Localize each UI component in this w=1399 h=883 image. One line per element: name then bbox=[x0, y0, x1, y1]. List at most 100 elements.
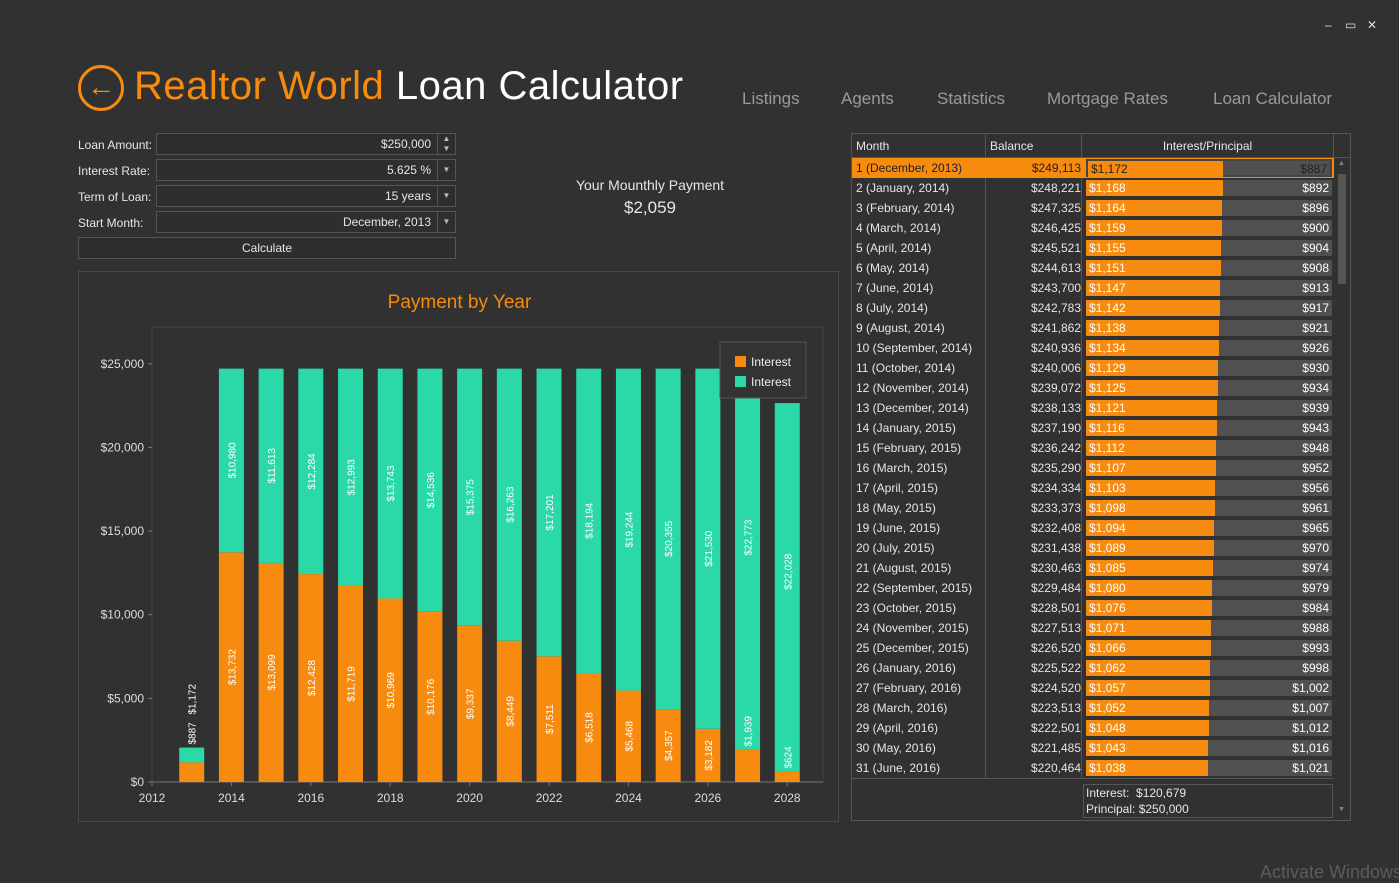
scrollbar-thumb[interactable] bbox=[1338, 174, 1346, 284]
table-row[interactable]: 31 (June, 2016) $220,464 $1,038 $1,021 bbox=[852, 758, 1334, 778]
principal-data-label: $15,375 bbox=[466, 479, 477, 516]
table-row[interactable]: 3 (February, 2014) $247,325 $1,164 $896 bbox=[852, 198, 1334, 218]
principal-cell: $904 bbox=[1302, 241, 1329, 255]
close-button[interactable]: ✕ bbox=[1367, 18, 1378, 32]
nav-loan-calculator[interactable]: Loan Calculator bbox=[1213, 89, 1333, 108]
scroll-down-icon[interactable]: ▼ bbox=[1338, 806, 1345, 813]
month-cell: 22 (September, 2015) bbox=[856, 581, 973, 595]
vertical-scrollbar[interactable]: ▲ ▼ bbox=[1334, 158, 1350, 820]
minimize-button[interactable]: – bbox=[1325, 18, 1332, 32]
chevron-down-icon[interactable]: ▼ bbox=[437, 160, 455, 180]
table-row[interactable]: 4 (March, 2014) $246,425 $1,159 $900 bbox=[852, 218, 1334, 238]
table-row[interactable]: 10 (September, 2014) $240,936 $1,134 $92… bbox=[852, 338, 1334, 358]
table-row[interactable]: 25 (December, 2015) $226,520 $1,066 $993 bbox=[852, 638, 1334, 658]
loan-amount-field[interactable]: $250,000 ▲ ▼ bbox=[156, 133, 456, 155]
interest-rate-field[interactable]: 5.625 % ▼ bbox=[156, 159, 456, 181]
principal-bar bbox=[576, 368, 602, 673]
table-row[interactable]: 13 (December, 2014) $238,133 $1,121 $939 bbox=[852, 398, 1334, 418]
interest-fill bbox=[1086, 720, 1209, 736]
interest-data-label: $7,511 bbox=[545, 704, 556, 734]
table-row[interactable]: 19 (June, 2015) $232,408 $1,094 $965 bbox=[852, 518, 1334, 538]
maximize-button[interactable]: ▭ bbox=[1345, 18, 1357, 32]
principal-bar bbox=[735, 368, 761, 750]
principal-data-label: $21,530 bbox=[704, 530, 715, 567]
table-row[interactable]: 15 (February, 2015) $236,242 $1,112 $948 bbox=[852, 438, 1334, 458]
principal-bar bbox=[615, 368, 641, 691]
interest-principal-bar: $1,071 $988 bbox=[1086, 620, 1332, 636]
balance-cell: $221,485 bbox=[1030, 741, 1081, 755]
interest-cell: $1,134 bbox=[1089, 341, 1126, 355]
y-tick-label: $15,000 bbox=[101, 524, 145, 538]
interest-principal-bar: $1,116 $943 bbox=[1086, 420, 1332, 436]
start-month-value[interactable]: December, 2013 bbox=[342, 215, 431, 229]
table-row[interactable]: 18 (May, 2015) $233,373 $1,098 $961 bbox=[852, 498, 1334, 518]
balance-cell: $230,463 bbox=[1030, 561, 1081, 575]
interest-cell: $1,138 bbox=[1089, 321, 1126, 335]
principal-cell: $948 bbox=[1302, 441, 1329, 455]
start-month-field[interactable]: December, 2013 ▼ bbox=[156, 211, 456, 233]
interest-cell: $1,116 bbox=[1089, 421, 1125, 435]
table-row[interactable]: 26 (January, 2016) $225,522 $1,062 $998 bbox=[852, 658, 1334, 678]
table-row[interactable]: 7 (June, 2014) $243,700 $1,147 $913 bbox=[852, 278, 1334, 298]
table-row[interactable]: 23 (October, 2015) $228,501 $1,076 $984 bbox=[852, 598, 1334, 618]
scroll-up-icon[interactable]: ▲ bbox=[1338, 160, 1345, 167]
interest-principal-bar: $1,066 $993 bbox=[1086, 640, 1332, 656]
principal-data-label: $20,355 bbox=[664, 520, 675, 557]
table-row[interactable]: 29 (April, 2016) $222,501 $1,048 $1,012 bbox=[852, 718, 1334, 738]
interest-bar bbox=[735, 749, 761, 782]
principal-bar bbox=[377, 368, 403, 599]
principal-cell: $930 bbox=[1302, 361, 1329, 375]
loan-amount-value[interactable]: $250,000 bbox=[380, 137, 431, 151]
table-row[interactable]: 1 (December, 2013) $249,113 $1,172 $887 bbox=[852, 158, 1334, 178]
table-row[interactable]: 12 (November, 2014) $239,072 $1,125 $934 bbox=[852, 378, 1334, 398]
table-row[interactable]: 9 (August, 2014) $241,862 $1,138 $921 bbox=[852, 318, 1334, 338]
table-row[interactable]: 6 (May, 2014) $244,613 $1,151 $908 bbox=[852, 258, 1334, 278]
table-row[interactable]: 27 (February, 2016) $224,520 $1,057 $1,0… bbox=[852, 678, 1334, 698]
spinner-icon[interactable]: ▲ ▼ bbox=[437, 134, 455, 154]
term-field[interactable]: 15 years ▼ bbox=[156, 185, 456, 207]
header-month[interactable]: Month bbox=[852, 134, 986, 158]
table-row[interactable]: 11 (October, 2014) $240,006 $1,129 $930 bbox=[852, 358, 1334, 378]
header-interest-principal[interactable]: Interest/Principal bbox=[1082, 134, 1334, 158]
interest-bar bbox=[218, 552, 244, 782]
monthly-payment-value: $2,059 bbox=[624, 198, 676, 217]
month-cell: 8 (July, 2014) bbox=[856, 301, 928, 315]
table-row[interactable]: 30 (May, 2016) $221,485 $1,043 $1,016 bbox=[852, 738, 1334, 758]
chevron-down-icon[interactable]: ▼ bbox=[437, 212, 455, 232]
interest-principal-bar: $1,134 $926 bbox=[1086, 340, 1332, 356]
table-row[interactable]: 24 (November, 2015) $227,513 $1,071 $988 bbox=[852, 618, 1334, 638]
table-row[interactable]: 2 (January, 2014) $248,221 $1,168 $892 bbox=[852, 178, 1334, 198]
nav-listings[interactable]: Listings bbox=[742, 89, 800, 108]
interest-bar bbox=[576, 672, 602, 782]
table-row[interactable]: 8 (July, 2014) $242,783 $1,142 $917 bbox=[852, 298, 1334, 318]
table-row[interactable]: 14 (January, 2015) $237,190 $1,116 $943 bbox=[852, 418, 1334, 438]
table-row[interactable]: 20 (July, 2015) $231,438 $1,089 $970 bbox=[852, 538, 1334, 558]
principal-cell: $988 bbox=[1302, 621, 1329, 635]
nav-agents[interactable]: Agents bbox=[841, 89, 894, 108]
month-cell: 26 (January, 2016) bbox=[856, 661, 956, 675]
table-row[interactable]: 28 (March, 2016) $223,513 $1,052 $1,007 bbox=[852, 698, 1334, 718]
term-value[interactable]: 15 years bbox=[384, 189, 431, 203]
interest-bar bbox=[298, 574, 324, 782]
interest-bar bbox=[496, 640, 522, 782]
month-cell: 16 (March, 2015) bbox=[856, 461, 948, 475]
table-row[interactable]: 21 (August, 2015) $230,463 $1,085 $974 bbox=[852, 558, 1334, 578]
interest-rate-value[interactable]: 5.625 % bbox=[386, 163, 431, 177]
nav-statistics[interactable]: Statistics bbox=[937, 89, 1006, 108]
principal-data-label: $10,980 bbox=[227, 442, 238, 479]
balance-cell: $235,290 bbox=[1030, 461, 1081, 475]
calculate-button[interactable]: Calculate bbox=[78, 237, 456, 259]
table-row[interactable]: 5 (April, 2014) $245,521 $1,155 $904 bbox=[852, 238, 1334, 258]
chevron-down-icon[interactable]: ▼ bbox=[437, 186, 455, 206]
table-row[interactable]: 16 (March, 2015) $235,290 $1,107 $952 bbox=[852, 458, 1334, 478]
table-row[interactable]: 22 (September, 2015) $229,484 $1,080 $97… bbox=[852, 578, 1334, 598]
month-cell: 1 (December, 2013) bbox=[856, 161, 963, 175]
nav-mortgage-rates[interactable]: Mortgage Rates bbox=[1047, 89, 1168, 108]
principal-cell: $900 bbox=[1302, 221, 1329, 235]
interest-principal-bar: $1,085 $974 bbox=[1086, 560, 1332, 576]
back-arrow-icon[interactable]: ← bbox=[78, 65, 124, 111]
month-cell: 9 (August, 2014) bbox=[856, 321, 945, 335]
interest-fill bbox=[1086, 640, 1211, 656]
header-balance[interactable]: Balance bbox=[986, 134, 1082, 158]
table-row[interactable]: 17 (April, 2015) $234,334 $1,103 $956 bbox=[852, 478, 1334, 498]
